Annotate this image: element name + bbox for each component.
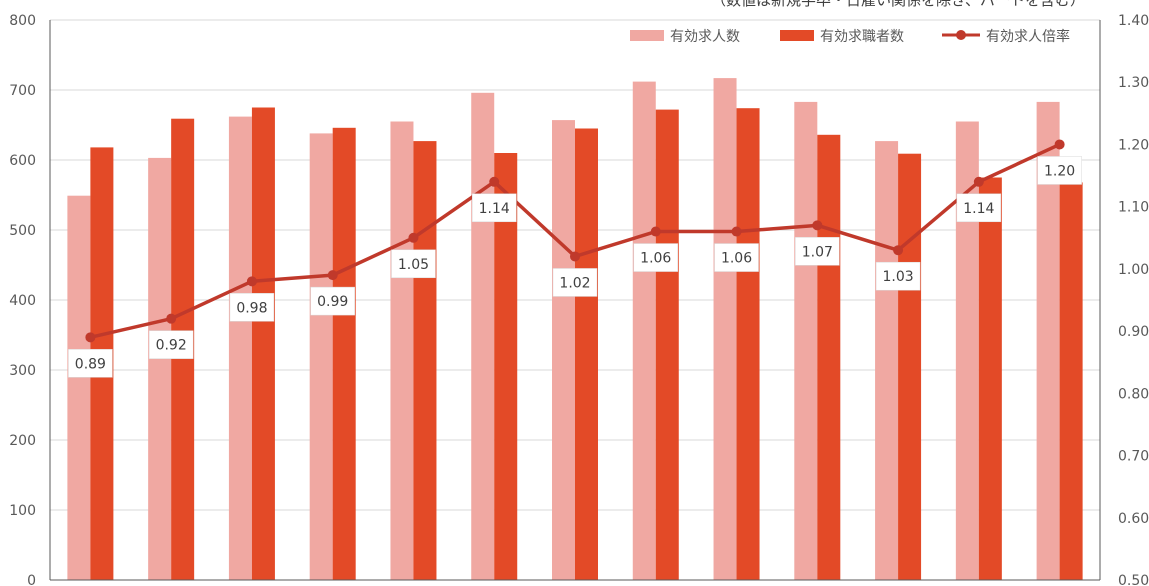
ratio-label-box: [714, 243, 759, 272]
y-right-tick-label: 1.10: [1118, 200, 1149, 216]
bars: [67, 78, 1083, 581]
bar-seekers: [978, 177, 1002, 580]
ratio-label-box: [1037, 156, 1082, 185]
y-left-tick-label: 600: [9, 153, 36, 169]
bar-openings: [67, 195, 91, 580]
ratio-point: [812, 220, 823, 231]
bar-seekers: [1059, 182, 1083, 580]
ratio-data-label: 1.06: [721, 251, 752, 267]
y-right-tick-label: 1.40: [1118, 13, 1149, 29]
ratio-data-label: 1.20: [1044, 163, 1075, 179]
ratio-point: [731, 226, 742, 237]
bar-openings: [794, 101, 818, 581]
ratio-label-box: [875, 261, 921, 291]
y-right-tick-label: 0.90: [1118, 324, 1149, 340]
ratio-data-label: 1.14: [963, 201, 994, 217]
ratio-data-label: 0.99: [317, 294, 348, 310]
y-right-tick-label: 1.20: [1118, 137, 1149, 153]
ratio-point: [973, 176, 984, 187]
y-left-tick-label: 100: [9, 503, 36, 519]
bar-seekers: [413, 141, 437, 580]
legend-swatch-seekers: [780, 30, 814, 41]
bar-seekers: [494, 153, 518, 580]
bar-openings: [228, 116, 252, 580]
data-labels: 0.89 0.92 0.98 0.99 1.05 1.14 1.02 1.06 1.06 1.07…: [68, 156, 1082, 378]
ratio-data-label: 0.89: [75, 356, 106, 372]
bar-openings: [875, 141, 899, 580]
ratio-label-box: [68, 349, 113, 378]
bar-seekers: [575, 128, 598, 580]
y-left-tick-label: 700: [9, 83, 36, 99]
ratio-data-label: 0.92: [156, 338, 187, 354]
y-right-tick-label: 0.70: [1118, 449, 1149, 465]
ratio-label-box: [391, 249, 436, 279]
bar-seekers: [655, 109, 679, 580]
chart-note: （数値は新規学卒・日雇い関係を除き、パートを含む）: [711, 0, 1085, 9]
y-left-tick-label: 500: [9, 223, 36, 239]
ratio-data-label: 1.05: [398, 257, 429, 273]
y-left-tick-label: 400: [9, 293, 36, 309]
ratio-label-box: [633, 243, 679, 272]
bar-openings: [1036, 101, 1060, 581]
ratio-point: [246, 276, 257, 287]
y-right-tick-label: 1.30: [1118, 75, 1149, 91]
legend-swatch-openings: [630, 30, 664, 41]
bar-openings: [148, 157, 172, 580]
y-right-tick-label: 0.60: [1118, 511, 1149, 527]
ratio-label-box: [229, 293, 275, 322]
bar-openings: [552, 120, 575, 580]
ratio-label-box: [310, 286, 355, 316]
ratio-point: [408, 232, 419, 243]
ratio-data-label: 1.14: [479, 201, 510, 217]
bar-openings: [309, 133, 333, 580]
ratio-line: [85, 139, 1065, 343]
bar-seekers: [736, 108, 760, 580]
ratio-point: [85, 332, 96, 343]
y-right-tick-label: 1.00: [1118, 262, 1149, 278]
ratio-point: [327, 270, 338, 281]
y-right-tick-label: 0.50: [1118, 573, 1149, 586]
ratio-label-box: [956, 193, 1002, 223]
y-left-tick-label: 0: [27, 573, 36, 586]
y-left-tick-label: 200: [9, 433, 36, 449]
ratio-data-label: 1.03: [882, 269, 913, 285]
ratio-data-label: 1.02: [559, 275, 590, 291]
legend: 有効求人数 有効求職者数 有効求人倍率: [630, 28, 1070, 45]
bar-seekers: [332, 127, 356, 581]
y-left-tick-label: 300: [9, 363, 36, 379]
ratio-data-label: 1.06: [640, 251, 671, 267]
ratio-point: [893, 245, 904, 256]
legend-label-ratio: 有効求人倍率: [986, 28, 1070, 45]
ratio-point: [1054, 139, 1065, 150]
y-right-tick-label: 0.80: [1118, 386, 1149, 402]
ratio-point: [570, 251, 580, 262]
bar-seekers: [898, 153, 922, 580]
legend-label-openings: 有効求人数: [670, 29, 740, 45]
ratio-label-box: [552, 268, 598, 297]
ratio-point: [489, 176, 500, 187]
bar-openings: [955, 121, 979, 580]
y-left-tick-label: 800: [9, 13, 36, 29]
ratio-point: [166, 313, 177, 324]
bar-seekers: [817, 134, 841, 581]
ratio-point: [650, 226, 661, 237]
ratio-label-box: [471, 193, 517, 223]
bar-openings: [713, 78, 737, 580]
ratio-data-label: 1.07: [802, 244, 833, 260]
bar-seekers: [251, 107, 275, 580]
bar-openings: [390, 121, 414, 580]
ratio-label-box: [148, 330, 194, 359]
legend-label-seekers: 有効求職者数: [820, 29, 904, 45]
ratio-data-label: 0.98: [236, 300, 267, 316]
axes: 0 100 200 300 400 500 600 700 800 0.50 0.60 0.70 0.8…: [9, 13, 1149, 586]
ratio-label-box: [795, 237, 840, 266]
bar-openings: [632, 81, 656, 580]
legend-swatch-ratio-marker: [956, 30, 966, 40]
bar-openings: [471, 92, 495, 581]
